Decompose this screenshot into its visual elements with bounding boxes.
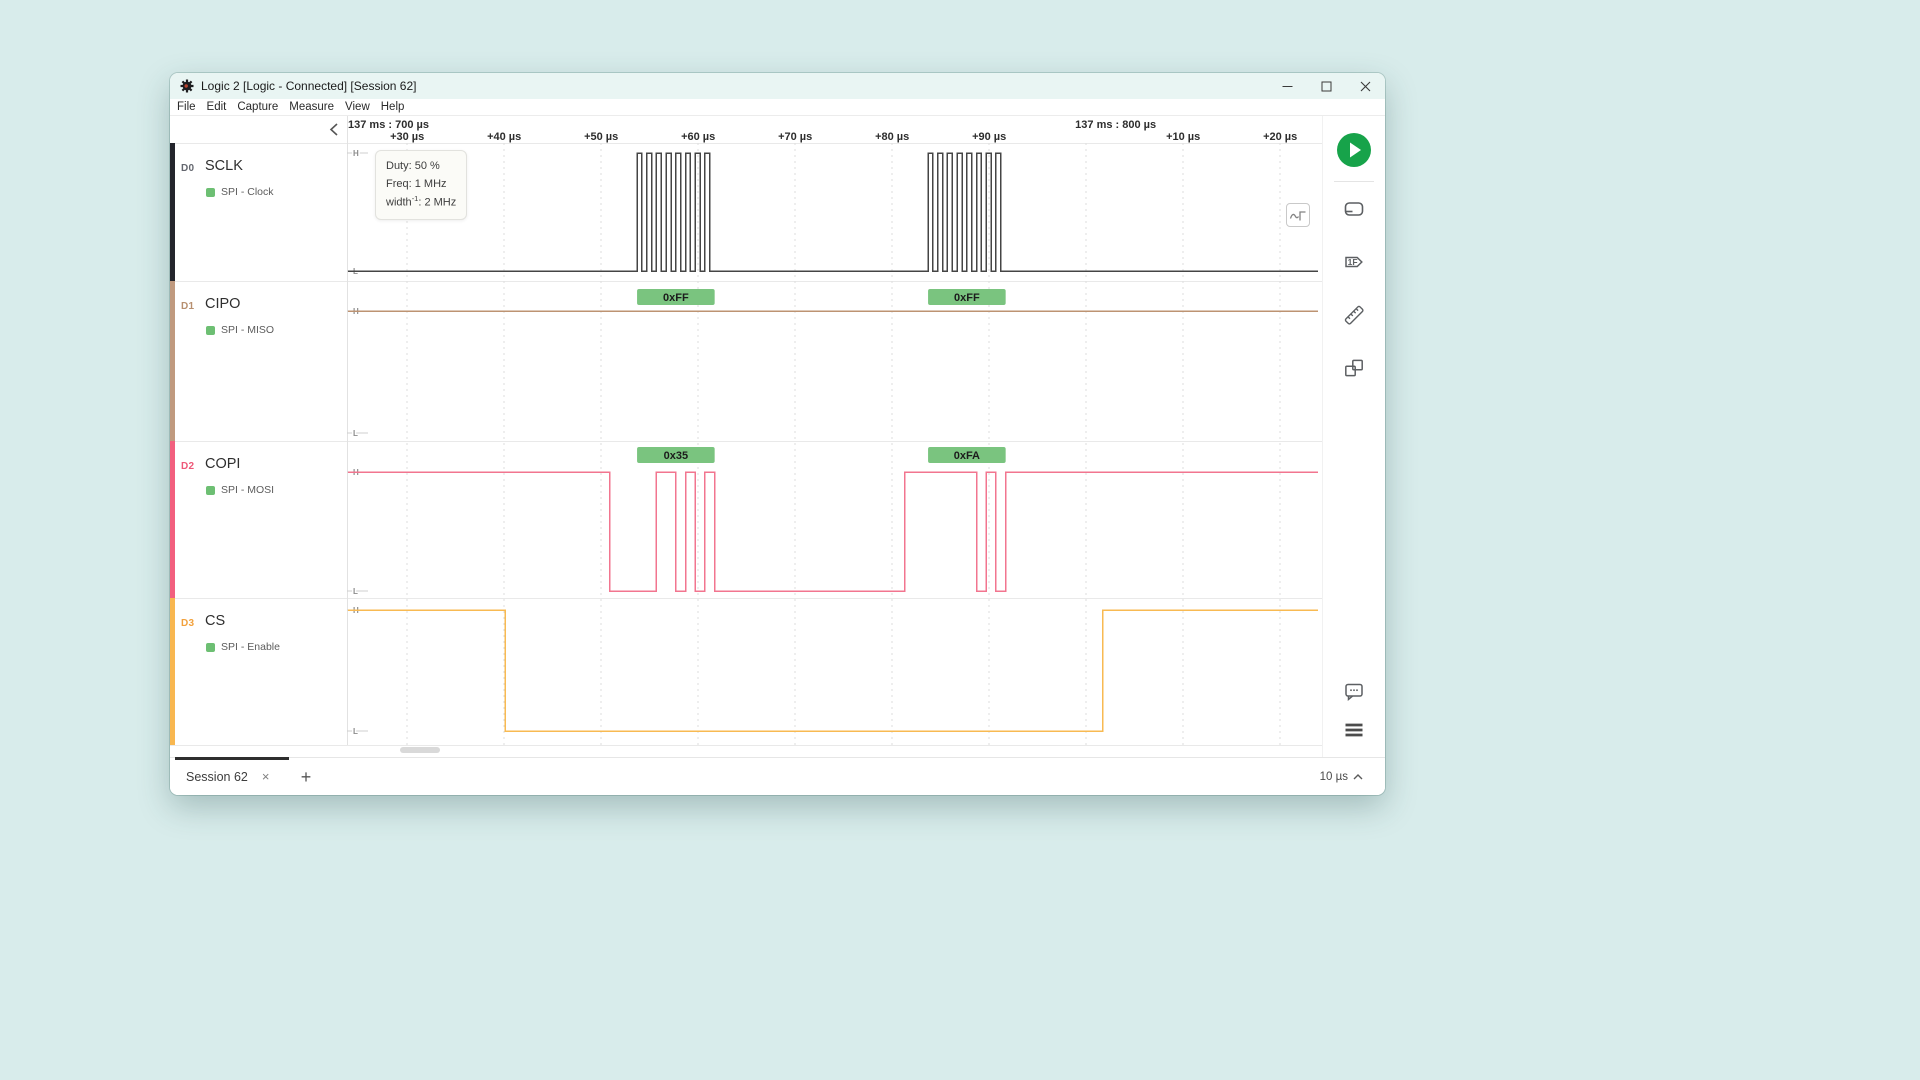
add-session-button[interactable]: +: [294, 765, 318, 789]
waveform-d3: [348, 609, 1318, 732]
channel-id: D3: [181, 618, 195, 629]
session-tab-bar: Session 62 × + 10 µs: [170, 757, 1385, 795]
channel-name: CS: [205, 613, 226, 629]
decoded-byte-badge: [928, 447, 1006, 463]
channel-role: SPI - Clock: [221, 186, 274, 198]
time-scale-label: 10 µs: [1319, 770, 1348, 783]
title-bar[interactable]: Logic 2 [Logic - Connected] [Session 62]: [170, 73, 1385, 99]
decoded-byte-badge: [637, 289, 715, 305]
waveform-d0: [348, 152, 1318, 272]
timeline-tick-label: +50 µs: [584, 131, 619, 143]
tooltip-freq: Freq: 1 MHz: [386, 177, 447, 190]
decoded-byte-value: 0x35: [664, 450, 688, 462]
timeline-tick-label: +80 µs: [875, 131, 910, 143]
channel-id: D1: [181, 301, 195, 312]
menu-item-help[interactable]: Help: [380, 101, 405, 113]
decoded-byte-badge: [637, 447, 715, 463]
channel-color-bar: [170, 143, 175, 281]
analyzer-dot-icon: [206, 325, 215, 335]
menu-item-capture[interactable]: Capture: [237, 101, 279, 113]
maximize-button[interactable]: [1307, 73, 1346, 99]
analyzer-dot-icon: [206, 485, 215, 495]
channel-label-d2[interactable]: D2 COPI SPI - MOSI: [170, 441, 346, 598]
menu-item-edit[interactable]: Edit: [206, 101, 227, 113]
decoded-byte-badge: [928, 289, 1006, 305]
timeline-tick-label: 137 ms : 800 µs: [1075, 119, 1157, 131]
menu-item-file[interactable]: File: [177, 101, 196, 113]
app-window: Logic 2 [Logic - Connected] [Session 62]…: [170, 73, 1385, 795]
timeline-tick-label: +70 µs: [778, 131, 813, 143]
right-toolbar: 1F: [1322, 116, 1385, 757]
protocol-analyzers-icon[interactable]: 1F: [1336, 244, 1372, 280]
horizontal-scrollbar-thumb[interactable]: [400, 747, 440, 753]
timeline-tick-label: +90 µs: [972, 131, 1007, 143]
minimize-button[interactable]: [1268, 73, 1307, 99]
close-button[interactable]: [1346, 73, 1385, 99]
window-title: Logic 2 [Logic - Connected] [Session 62]: [201, 79, 417, 93]
extensions-icon[interactable]: [1336, 350, 1372, 386]
analyzer-dot-icon: [206, 642, 215, 652]
close-tab-icon[interactable]: ×: [261, 769, 270, 784]
timeline-tick-label: +40 µs: [487, 131, 522, 143]
menu-item-view[interactable]: View: [345, 101, 370, 113]
measurement-tooltip: Duty: 50 % Freq: 1 MHz width-1: 2 MHz: [375, 150, 468, 221]
level-marker: L: [353, 727, 358, 736]
decoded-byte-value: 0xFF: [954, 292, 980, 304]
channel-role: SPI - MISO: [221, 324, 275, 336]
channel-name: SCLK: [205, 158, 243, 174]
timeline-tick-label: +10 µs: [1166, 131, 1201, 143]
timeline-tick-label: +20 µs: [1263, 131, 1298, 143]
session-tab[interactable]: Session 62 ×: [175, 757, 289, 795]
measurements-ruler-icon[interactable]: [1336, 297, 1372, 333]
chevron-left-icon[interactable]: [329, 122, 339, 137]
channel-role: SPI - MOSI: [221, 484, 275, 496]
channel-name: COPI: [205, 456, 241, 472]
channel-color-bar: [170, 441, 175, 598]
chevron-up-icon: [1353, 773, 1363, 779]
tooltip-width: width-1: 2 MHz: [386, 194, 457, 209]
device-settings-icon[interactable]: [1336, 191, 1372, 227]
app-logo-icon: [180, 79, 194, 93]
timeline-ruler[interactable]: 137 ms : 700 µs +30 µs +40 µs +50 µs +60 µs…: [170, 116, 1322, 143]
decoded-byte-value: 0xFF: [663, 292, 689, 304]
timeline-origin-label: 137 ms : 700 µs: [348, 119, 429, 131]
level-marker: L: [353, 429, 358, 438]
svg-text:1F: 1F: [1348, 257, 1358, 267]
channel-name: CIPO: [205, 296, 241, 312]
tooltip-duty: Duty: 50 %: [386, 160, 440, 172]
waveform-d2: [348, 471, 1318, 592]
start-capture-button[interactable]: [1336, 132, 1372, 168]
channel-label-d1[interactable]: D1 CIPO SPI - MISO: [170, 281, 346, 441]
menu-item-measure[interactable]: Measure: [289, 101, 335, 113]
level-marker: L: [353, 587, 358, 596]
time-scale-selector[interactable]: 10 µs: [1320, 758, 1363, 795]
channel-color-bar: [170, 281, 175, 441]
capture-area: H L H L 0xFF 0xFF H L 0x35 0xFA H L 137 ms : 700 µs…: [170, 116, 1322, 757]
analyzer-dot-icon: [206, 187, 215, 197]
feedback-chat-icon[interactable]: [1336, 673, 1372, 709]
channel-label-d0[interactable]: D0 SCLK SPI - Clock: [170, 143, 346, 281]
channel-color-bar: [170, 598, 175, 745]
jump-to-edge-button[interactable]: [1286, 203, 1310, 227]
timeline-tick-label: +30 µs: [390, 131, 425, 143]
channel-id: D2: [181, 461, 195, 472]
session-tab-label: Session 62: [186, 769, 248, 784]
timeline-tick-label: +60 µs: [681, 131, 716, 143]
decoded-byte-value: 0xFA: [954, 450, 980, 462]
level-marker: H: [353, 149, 359, 158]
menu-bar: File Edit Capture Measure View Help: [170, 99, 1385, 116]
channel-role: SPI - Enable: [221, 641, 280, 653]
channel-id: D0: [181, 163, 195, 174]
main-menu-icon[interactable]: [1336, 712, 1372, 748]
channel-label-d3[interactable]: D3 CS SPI - Enable: [170, 598, 346, 745]
divider: [1334, 181, 1374, 182]
